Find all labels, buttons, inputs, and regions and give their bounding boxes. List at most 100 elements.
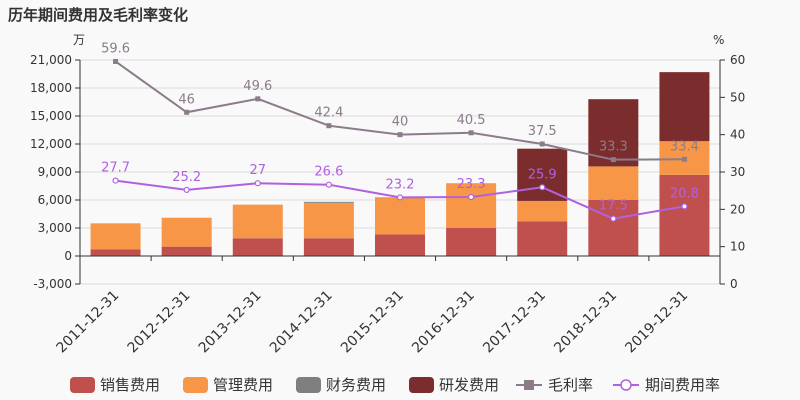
point-期间费用率 — [396, 194, 404, 201]
right-tick-label: 0 — [730, 277, 738, 291]
right-tick-label: 20 — [730, 202, 745, 216]
point-毛利率 — [326, 123, 332, 129]
left-tick-label: 6,000 — [38, 193, 72, 207]
data-label-期间费用率: 17.5 — [599, 199, 628, 214]
data-label-期间费用率: 23.2 — [386, 177, 415, 192]
bar-销售费用 — [303, 238, 354, 256]
x-tick-label: 2011-12-31 — [54, 288, 123, 357]
left-tick-label: 0 — [64, 249, 72, 263]
bar-销售费用 — [161, 246, 212, 256]
right-tick-label: 60 — [730, 53, 745, 67]
point-期间费用率 — [681, 203, 688, 210]
legend: 销售费用 管理费用 财务费用 研发费用 毛利率 期间费用率 — [70, 376, 720, 394]
right-tick-label: 50 — [730, 90, 745, 104]
bar-管理费用 — [375, 197, 425, 235]
point-毛利率 — [113, 58, 119, 64]
right-tick-label: 40 — [730, 128, 745, 142]
x-tick-label: 2012-12-31 — [125, 288, 194, 357]
bar-销售费用 — [90, 249, 141, 256]
legend-swatch — [70, 377, 95, 393]
data-label-期间费用率: 27 — [250, 163, 267, 178]
legend-label: 销售费用 — [100, 376, 160, 394]
left-tick-label: 21,000 — [30, 53, 72, 67]
x-tick-label: 2017-12-31 — [480, 288, 549, 357]
data-label-毛利率: 37.5 — [528, 124, 557, 139]
x-tick-label: 2016-12-31 — [409, 288, 478, 357]
data-label-期间费用率: 26.6 — [314, 165, 343, 180]
legend-label: 期间费用率 — [645, 376, 720, 394]
legend-swatch — [409, 377, 434, 393]
data-label-期间费用率: 20.8 — [670, 186, 699, 201]
point-期间费用率 — [254, 180, 261, 187]
bar-管理费用 — [90, 223, 141, 250]
data-label-期间费用率: 27.7 — [101, 161, 130, 176]
bar-销售费用 — [375, 234, 425, 256]
left-axis-unit: 万 — [73, 33, 85, 47]
x-tick-label: 2014-12-31 — [267, 288, 336, 357]
legend-marker — [524, 380, 534, 390]
bar-管理费用 — [303, 202, 354, 239]
data-label-期间费用率: 25.9 — [528, 167, 557, 182]
legend-marker — [620, 379, 632, 391]
point-毛利率 — [539, 141, 545, 147]
bar-研发费用 — [517, 148, 568, 201]
point-毛利率 — [681, 156, 687, 162]
bar-管理费用 — [232, 204, 283, 239]
point-毛利率 — [468, 130, 474, 136]
bar-管理费用 — [446, 183, 497, 228]
left-y-axis: -3,000 0 3,000 6,000 9,000 12,000 15,000 18,000… — [30, 53, 81, 291]
data-label-毛利率: 42.4 — [314, 106, 343, 121]
data-label-期间费用率: 23.3 — [457, 177, 486, 192]
bar-销售费用 — [588, 200, 639, 256]
data-label-毛利率: 49.6 — [243, 79, 272, 94]
data-label-毛利率: 46 — [178, 92, 195, 107]
x-tick-label: 2018-12-31 — [551, 288, 620, 357]
bar-研发费用 — [659, 72, 710, 142]
data-label-期间费用率: 25.2 — [172, 170, 201, 185]
right-tick-label: 30 — [730, 165, 745, 179]
line-series: 59.6 46 49.6 42.4 40 40.5 37.5 33.3 33.4 27.7 25.2… — [101, 41, 699, 222]
x-axis: 2011-12-31 2012-12-31 2013-12-31 2014-12-31… — [54, 255, 721, 357]
data-label-毛利率: 40.5 — [457, 113, 486, 128]
left-tick-label: 12,000 — [30, 137, 72, 151]
point-期间费用率 — [610, 215, 617, 222]
data-label-毛利率: 40 — [392, 115, 409, 130]
legend-label: 管理费用 — [213, 376, 273, 394]
x-tick-label: 2015-12-31 — [338, 288, 407, 357]
bar-管理费用 — [161, 217, 212, 247]
legend-label: 财务费用 — [326, 376, 386, 394]
legend-label: 研发费用 — [439, 376, 499, 394]
data-label-毛利率: 33.4 — [670, 139, 699, 154]
bar-销售费用 — [446, 228, 497, 256]
point-期间费用率 — [468, 193, 475, 201]
left-tick-label: 9,000 — [38, 165, 72, 179]
point-期间费用率 — [112, 177, 119, 184]
point-毛利率 — [255, 96, 261, 102]
left-tick-label: -3,000 — [33, 277, 72, 291]
data-label-毛利率: 59.6 — [101, 41, 130, 56]
right-axis-unit: % — [713, 33, 724, 47]
right-y-axis: 0 10 20 30 40 50 60 — [719, 53, 745, 291]
data-label-毛利率: 33.3 — [599, 140, 628, 155]
bar-销售费用 — [232, 238, 283, 256]
point-期间费用率 — [183, 186, 190, 194]
point-毛利率 — [184, 109, 190, 115]
bar-管理费用 — [588, 166, 639, 200]
point-期间费用率 — [539, 184, 546, 191]
bar-series — [90, 72, 710, 256]
point-毛利率 — [397, 132, 403, 138]
bar-财务费用 — [303, 201, 354, 203]
chart-title: 历年期间费用及毛利率变化 — [8, 6, 188, 24]
legend-swatch — [296, 377, 321, 393]
legend-swatch — [183, 377, 208, 393]
left-tick-label: 3,000 — [38, 221, 72, 235]
bar-管理费用 — [517, 200, 568, 222]
bar-销售费用 — [659, 174, 710, 256]
left-tick-label: 18,000 — [30, 81, 72, 95]
legend-label: 毛利率 — [548, 376, 593, 394]
bar-销售费用 — [517, 221, 568, 256]
point-毛利率 — [610, 157, 616, 163]
left-tick-label: 15,000 — [30, 109, 72, 123]
x-tick-label: 2013-12-31 — [196, 288, 265, 357]
